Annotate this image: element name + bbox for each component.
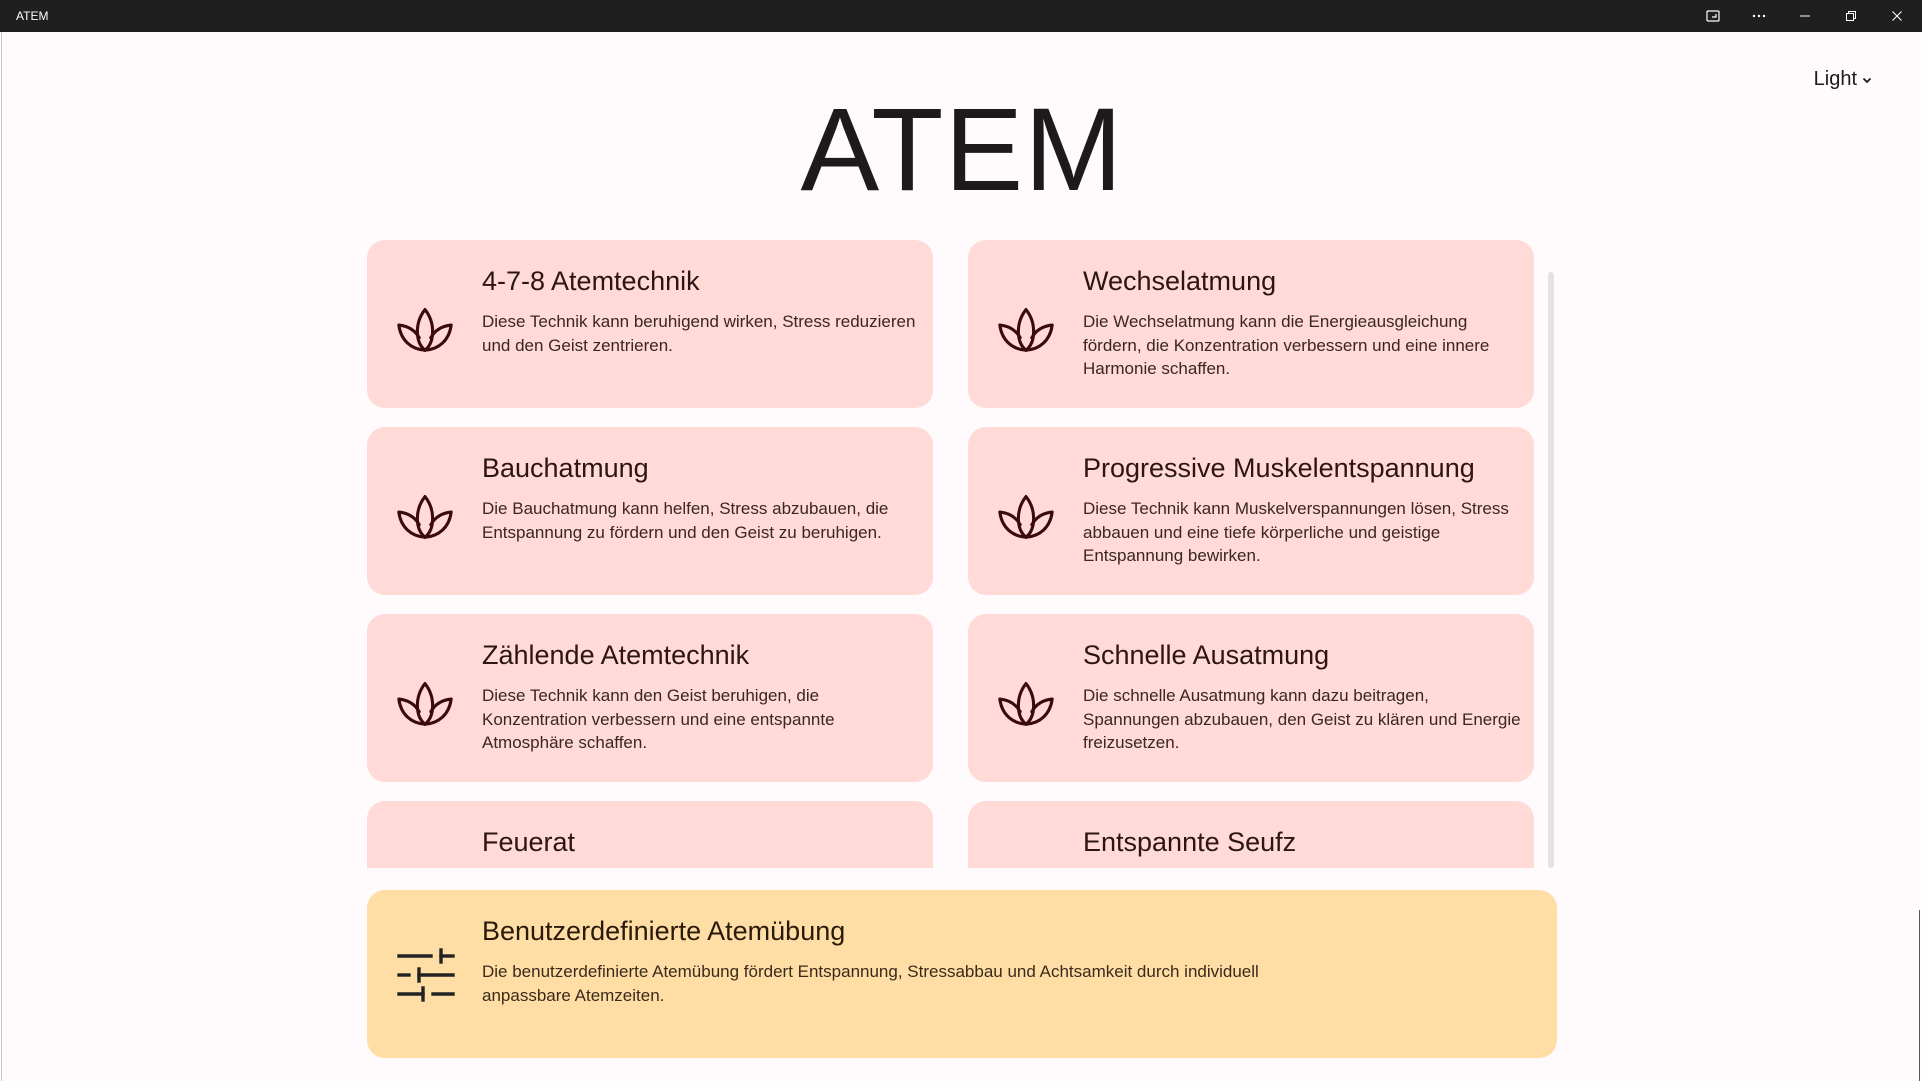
lotus-icon [397,682,453,726]
exercise-description: Die Bauchatmung kann helfen, Stress abzu… [482,499,889,542]
exercise-card[interactable]: 4-7-8 Atemtechnik Diese Technik kann ber… [367,240,933,408]
close-icon[interactable] [1874,0,1920,32]
exercise-card[interactable]: Wechselatmung Die Wechselatmung kann die… [968,240,1534,408]
custom-exercise-description: Die benutzerdefinierte Atemübung fördert… [482,962,1259,1005]
exercise-title: Progressive Muskelentspannung [1083,453,1475,483]
exercise-title: Wechselatmung [1083,266,1277,296]
exercise-card[interactable]: Zählende Atemtechnik Diese Technik kann … [367,614,933,782]
exercise-grid: 4-7-8 Atemtechnik Diese Technik kann ber… [367,240,1557,868]
lotus-icon [998,495,1054,539]
custom-exercise-title: Benutzerdefinierte Atemübung [482,916,846,946]
window-edge [1919,910,1920,1081]
sliders-icon [397,948,455,1002]
minimize-icon[interactable] [1782,0,1828,32]
cast-icon[interactable] [1690,0,1736,32]
exercise-title: Zählende Atemtechnik [482,640,750,670]
page-title: ATEM [800,84,1124,216]
window-title: ATEM [16,9,49,23]
exercise-list-scrollbar[interactable] [1548,272,1554,868]
exercise-card[interactable]: Feuerat [367,801,933,868]
lotus-icon [998,682,1054,726]
exercise-card[interactable]: Progressive Muskelentspannung Diese Tech… [968,427,1534,595]
exercise-card[interactable]: Bauchatmung Die Bauchatmung kann helfen,… [367,427,933,595]
exercise-description: Die Wechselatmung kann die Energieausgle… [1083,312,1490,378]
exercise-title: Feuerat [482,827,576,857]
lotus-icon [394,857,456,868]
exercise-title: Schnelle Ausatmung [1083,640,1330,670]
title-bar: ATEM [0,0,1922,32]
exercise-description: Diese Technik kann Muskelverspannungen l… [1083,499,1509,565]
lotus-icon [397,308,453,352]
exercise-card[interactable]: Entspannte Seufz [968,801,1534,868]
theme-selector-value: Light [1813,68,1857,90]
exercise-title: Bauchatmung [482,453,649,483]
lotus-icon [995,857,1057,868]
more-icon[interactable] [1736,0,1782,32]
exercise-title: Entspannte Seufz [1083,827,1297,857]
exercise-title: 4-7-8 Atemtechnik [482,266,700,296]
lotus-icon [998,308,1054,352]
exercise-list[interactable]: 4-7-8 Atemtechnik Diese Technik kann ber… [367,240,1557,868]
exercise-card[interactable]: Schnelle Ausatmung Die schnelle Ausatmun… [968,614,1534,782]
chevron-down-icon [1862,77,1872,83]
main-content: ATEM Light 4-7-8 Atemtechnik Diese Techn… [1,32,1921,1081]
exercise-description: Diese Technik kann den Geist beruhigen, … [482,686,835,752]
lotus-icon [397,495,453,539]
exercise-description: Die schnelle Ausatmung kann dazu beitrag… [1083,686,1521,752]
custom-exercise-card[interactable]: Benutzerdefinierte Atemübung Die benutze… [367,890,1557,1058]
exercise-description: Diese Technik kann beruhigend wirken, St… [482,312,916,355]
restore-icon[interactable] [1828,0,1874,32]
theme-selector[interactable]: Light [1814,68,1873,91]
